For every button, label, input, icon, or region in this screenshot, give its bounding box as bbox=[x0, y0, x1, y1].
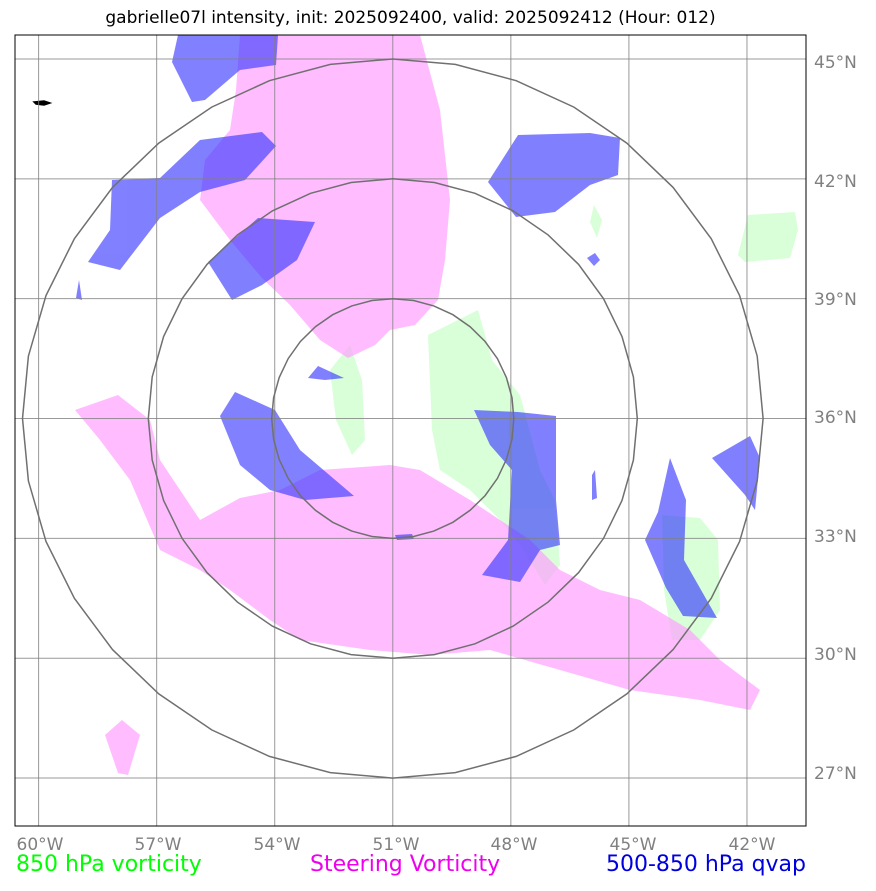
lon-label: 57°W bbox=[135, 835, 182, 855]
gridlines bbox=[15, 35, 806, 826]
lat-label: 27°N bbox=[814, 764, 857, 784]
lon-axis: 60°W 57°W 54°W 51°W 48°W 45°W 42°W bbox=[17, 835, 776, 855]
qvap-region bbox=[172, 35, 278, 102]
legend-850-vorticity: 850 hPa vorticity bbox=[16, 852, 202, 877]
lon-label: 48°W bbox=[491, 835, 538, 855]
range-ring bbox=[270, 297, 515, 540]
qvap-region bbox=[712, 436, 760, 510]
lat-axis: 45°N 42°N 39°N 36°N 33°N 30°N 27°N bbox=[814, 53, 857, 784]
lon-label: 60°W bbox=[17, 835, 64, 855]
lon-label: 51°W bbox=[373, 835, 420, 855]
vorticity-850-region bbox=[738, 212, 798, 262]
qvap-region bbox=[474, 410, 560, 582]
vorticity-850-region bbox=[590, 205, 602, 238]
range-ring bbox=[147, 178, 639, 659]
lon-label: 45°W bbox=[610, 835, 657, 855]
lat-label: 33°N bbox=[814, 527, 857, 547]
lat-label: 30°N bbox=[814, 645, 857, 665]
lat-label: 36°N bbox=[814, 408, 857, 428]
qvap-region bbox=[587, 253, 600, 266]
lat-label: 42°N bbox=[814, 172, 857, 192]
qvap-region bbox=[88, 132, 276, 270]
qvap-region bbox=[76, 280, 82, 300]
lat-label: 39°N bbox=[814, 290, 857, 310]
qvap-region bbox=[592, 470, 597, 500]
steering-vorticity-region bbox=[200, 35, 450, 358]
range-rings bbox=[21, 58, 764, 779]
qvap-region bbox=[308, 366, 344, 380]
qvap-region bbox=[220, 392, 354, 500]
vorticity-850-region bbox=[330, 345, 365, 455]
range-ring bbox=[21, 58, 764, 779]
legend-steering-vorticity: Steering Vorticity bbox=[310, 852, 501, 877]
map-title: gabrielle07l intensity, init: 2025092400… bbox=[105, 8, 716, 28]
steering-vorticity-region bbox=[75, 395, 760, 710]
coastline bbox=[32, 100, 53, 106]
legend-qvap: 500-850 hPa qvap bbox=[605, 852, 806, 877]
lat-label: 45°N bbox=[814, 53, 857, 73]
steering-vorticity-region bbox=[105, 720, 140, 775]
lon-label: 54°W bbox=[254, 835, 301, 855]
plot-frame bbox=[14, 34, 807, 827]
lon-label: 42°W bbox=[729, 835, 776, 855]
qvap-region bbox=[488, 133, 620, 217]
